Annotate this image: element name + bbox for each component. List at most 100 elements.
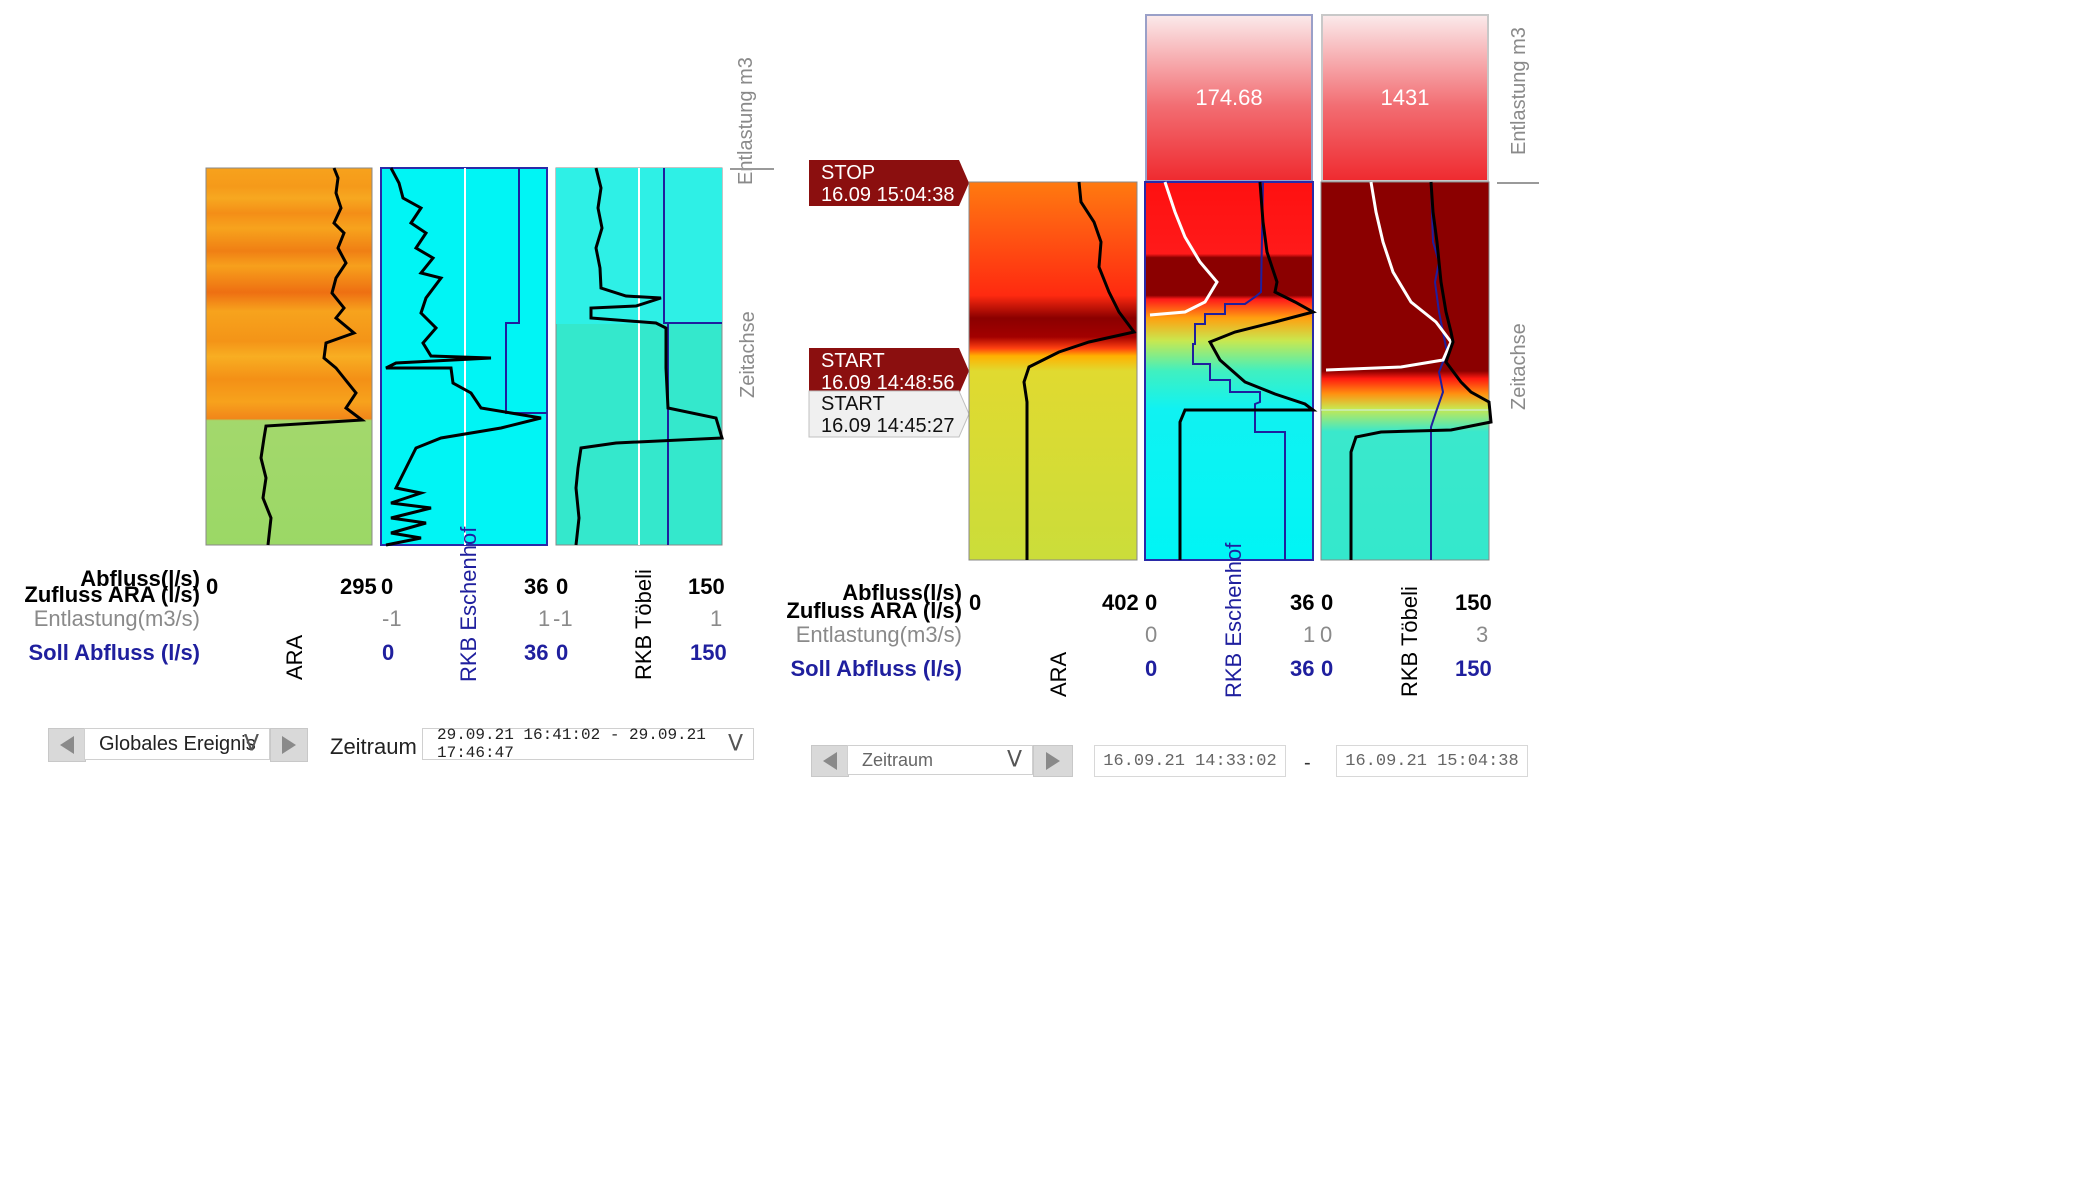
next-button[interactable] <box>270 728 308 762</box>
zufluss-row-label: Zufluss ARA (l/s) <box>24 582 200 607</box>
toebeli-total-value: 1431 <box>1380 85 1430 110</box>
eschenhof-total-value: 174.68 <box>1195 85 1263 110</box>
entlastung-axis-label: Entlastung m3 <box>1508 27 1530 155</box>
eschenhof-panel-name: RKB Eschenhof <box>456 526 481 682</box>
toebeli-entl-min: 0 <box>1320 622 1333 647</box>
toebeli-total-box: 1431 <box>1321 14 1489 182</box>
zeitraum-select-value: 29.09.21 16:41:02 - 29.09.21 17:46:47 <box>437 726 706 762</box>
entlastung-line <box>1149 181 1219 317</box>
ara-soll-max: 0 <box>1145 656 1158 681</box>
ara-scale-max: 402 <box>1102 590 1139 615</box>
eschenhof-entl-max: 1 <box>538 606 551 631</box>
soll-abfluss-line <box>663 168 722 545</box>
range-select[interactable]: Zeitraum V <box>847 745 1033 775</box>
eschenhof-scale-max: 36 <box>524 574 549 599</box>
prev-button[interactable] <box>48 728 86 762</box>
start-marker-secondary-text: START 16.09 14:45:27 <box>809 393 959 437</box>
zeitraum-label: Zeitraum <box>330 734 417 759</box>
zeitachse-axis-label: Zeitachse <box>737 311 759 398</box>
abfluss-line <box>385 167 542 547</box>
marker-time: 16.09 14:45:27 <box>821 415 955 437</box>
entlastung-line <box>1325 181 1453 372</box>
abfluss-row-label: Abfluss(l/s) <box>842 580 962 605</box>
ara-scale-min: 0 <box>969 590 982 615</box>
divider-line <box>1497 182 1539 184</box>
chevron-down-icon: V <box>243 731 259 757</box>
eschenhof-heatmap-panel <box>380 167 548 547</box>
toebeli-scale-min: 0 <box>556 574 569 599</box>
toebeli-heatmap-panel <box>1320 181 1493 561</box>
event-select[interactable]: Globales Ereignis V <box>84 728 270 760</box>
eschenhof-heatmap-panel <box>1144 181 1318 561</box>
range-select-value: Zeitraum <box>862 749 934 770</box>
soll-abfluss-line <box>1192 181 1286 560</box>
eschenhof-soll-max: 36 <box>524 640 549 665</box>
arrow-right-icon <box>282 736 296 754</box>
ara-scale-max: 295 <box>340 574 377 599</box>
ara-entl-max: -1 <box>382 606 402 631</box>
toebeli-soll-min: 0 <box>1321 656 1334 681</box>
entlastung-row-label: Entlastung(m3/s) <box>795 622 962 647</box>
eschenhof-panel-name: RKB Eschenhof <box>1221 542 1246 698</box>
toebeli-entl-max: 1 <box>710 606 723 631</box>
soll-row-label: Soll Abfluss (l/s) <box>790 656 962 681</box>
toebeli-scale-min: 0 <box>1321 590 1334 615</box>
entlastung-axis-label: Entlastung m3 <box>735 57 757 185</box>
toebeli-soll-max: 150 <box>1455 656 1492 681</box>
toebeli-panel-name: RKB Töbeli <box>631 569 656 680</box>
zeitraum-select[interactable]: 29.09.21 16:41:02 - 29.09.21 17:46:47 V <box>422 726 754 762</box>
toebeli-entl-min: -1 <box>553 606 573 631</box>
toebeli-panel-name: RKB Töbeli <box>1397 586 1422 697</box>
marker-kind: START <box>821 350 885 372</box>
marker-time: 16.09 15:04:38 <box>821 184 955 206</box>
marker-time: 16.09 14:48:56 <box>821 372 955 394</box>
zeitachse-axis-label: Zeitachse <box>1508 323 1530 410</box>
abfluss-row-label: Abfluss(l/s) <box>80 566 200 591</box>
toebeli-heatmap-panel <box>555 167 724 546</box>
eschenhof-entl-max: 1 <box>1303 622 1316 647</box>
abfluss-line <box>259 167 367 546</box>
start-marker-text: START 16.09 14:48:56 <box>809 350 959 394</box>
ara-heatmap-panel <box>205 167 373 546</box>
abfluss-line <box>1349 181 1493 560</box>
start-marker-secondary <box>808 390 970 438</box>
eschenhof-soll-max: 36 <box>1290 656 1315 681</box>
stop-marker <box>809 160 969 206</box>
ara-panel-name: ARA <box>1046 651 1071 697</box>
eschenhof-total-box: 174.68 <box>1145 14 1313 182</box>
eschenhof-scale-min: 0 <box>1145 590 1158 615</box>
ara-scale-min: 0 <box>206 574 219 599</box>
chevron-down-icon: V <box>727 731 743 757</box>
stop-marker-text: STOP 16.09 15:04:38 <box>809 162 959 206</box>
arrow-left-icon <box>60 736 74 754</box>
arrow-left-icon <box>823 752 837 770</box>
from-date-field[interactable]: 16.09.21 14:33:02 <box>1094 745 1286 777</box>
ara-soll-max: 0 <box>382 640 395 665</box>
toebeli-scale-max: 150 <box>1455 590 1492 615</box>
zufluss-row-label: Zufluss ARA (l/s) <box>786 598 962 623</box>
start-marker <box>809 348 969 394</box>
ara-heatmap-panel <box>968 181 1138 561</box>
toebeli-scale-max: 150 <box>688 574 725 599</box>
abfluss-line <box>1022 181 1137 560</box>
event-select-value: Globales Ereignis <box>99 732 256 755</box>
soll-row-label: Soll Abfluss (l/s) <box>28 640 200 665</box>
eschenhof-scale-min: 0 <box>381 574 394 599</box>
ara-panel-name: ARA <box>282 634 307 680</box>
range-separator: - <box>1304 752 1311 774</box>
prev-button[interactable] <box>811 745 849 777</box>
marker-kind: START <box>821 393 885 415</box>
next-button[interactable] <box>1033 745 1073 777</box>
chevron-down-icon: V <box>1006 747 1022 773</box>
ara-entl-max: 0 <box>1145 622 1158 647</box>
abfluss-line <box>1178 181 1318 560</box>
to-date-field[interactable]: 16.09.21 15:04:38 <box>1336 745 1528 777</box>
entlastung-row-label: Entlastung(m3/s) <box>33 606 200 631</box>
eschenhof-scale-max: 36 <box>1290 590 1315 615</box>
toebeli-soll-min: 0 <box>556 640 569 665</box>
marker-kind: STOP <box>821 162 876 184</box>
divider-line <box>730 168 774 170</box>
toebeli-entl-max: 3 <box>1476 622 1489 647</box>
arrow-right-icon <box>1046 752 1060 770</box>
abfluss-line <box>574 167 724 546</box>
